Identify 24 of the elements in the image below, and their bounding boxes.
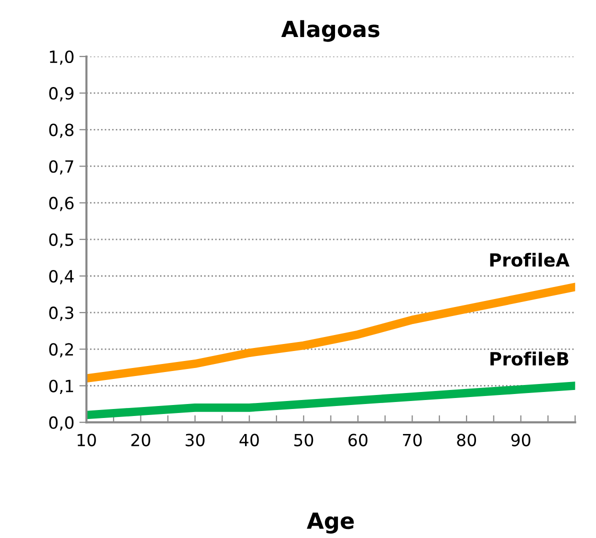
y-tick-label: 0,1 xyxy=(49,380,74,394)
y-tick-label: 0,5 xyxy=(49,233,74,248)
x-tick-label: 40 xyxy=(240,434,259,446)
y-tick-label: 1,0 xyxy=(50,50,74,65)
x-tick-label: 50 xyxy=(294,434,314,446)
chart-title: Alagoas xyxy=(281,20,380,42)
x-tick-label: 90 xyxy=(511,434,530,446)
y-tick-label: 0,8 xyxy=(49,124,74,138)
y-tick-label: 0,2 xyxy=(49,343,73,358)
y-tick-label: 0,6 xyxy=(49,196,74,212)
y-tick-label: 0,3 xyxy=(49,306,74,321)
x-tick-label: 10 xyxy=(78,434,96,446)
series-label: ProfileB xyxy=(490,352,568,366)
x-tick-label: 80 xyxy=(457,434,476,446)
x-tick-label: 20 xyxy=(131,434,150,446)
x-tick-label: 60 xyxy=(348,434,368,446)
x-tick-label: 70 xyxy=(402,434,422,446)
y-tick-label: 0,7 xyxy=(49,160,74,175)
series-label: ProfileA xyxy=(490,252,570,267)
y-tick-label: 0,4 xyxy=(49,270,74,284)
y-tick-label: 0,9 xyxy=(49,87,74,102)
x-tick-label: 30 xyxy=(186,434,205,446)
y-tick-label: 0,0 xyxy=(49,416,74,431)
x-axis-title: Age xyxy=(306,512,354,534)
